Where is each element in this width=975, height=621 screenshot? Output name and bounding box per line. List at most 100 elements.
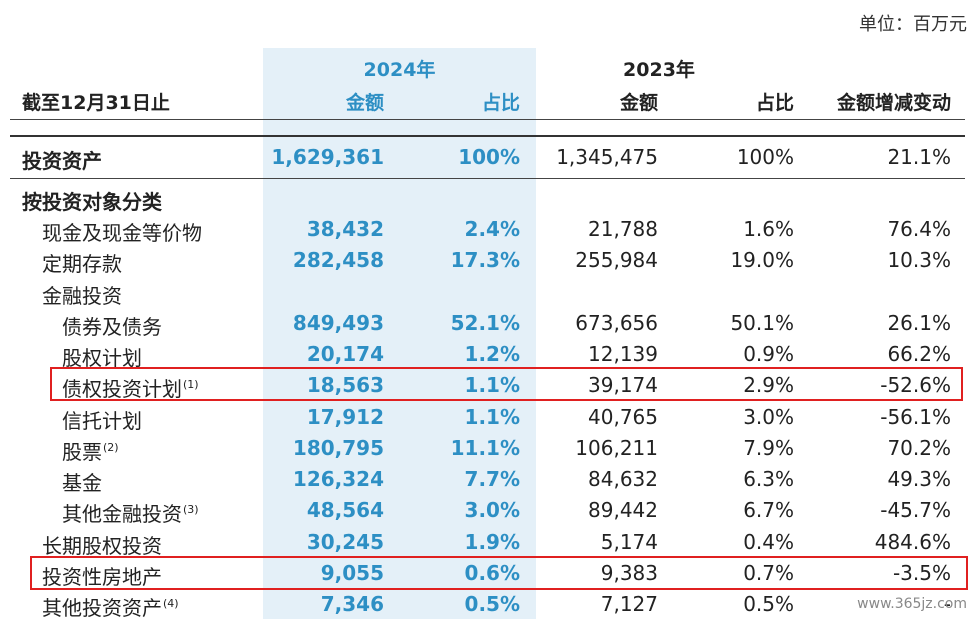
amount-2024-header: 金额: [345, 92, 384, 114]
row-label: 其他金融投资(3): [62, 502, 199, 526]
amount-2024-cell: 126,324: [292, 467, 384, 491]
table-top-rule: [10, 135, 965, 137]
table-row: 债券及债务 849,493 52.1% 673,656 50.1% 26.1%: [0, 307, 975, 339]
share-2024-cell: 17.3%: [450, 248, 520, 272]
table-row: 其他金融投资(3) 48,564 3.0% 89,442 6.7% -45.7%: [0, 494, 975, 526]
footnote-marker: (2): [103, 441, 119, 454]
row-label: 信托计划: [62, 409, 142, 433]
amount-2024-cell: 9,055: [320, 561, 384, 585]
amount-2023-cell: 12,139: [588, 342, 658, 366]
share-2023-cell: 2.9%: [743, 373, 794, 397]
share-2023-cell: 19.0%: [730, 248, 794, 272]
amount-2024-cell: 30,245: [306, 530, 384, 554]
table-row: 投资资产 1,629,361 100% 1,345,475 100% 21.1%: [0, 141, 975, 173]
row-label: 按投资对象分类: [22, 190, 162, 214]
amount-2023-cell: 89,442: [588, 498, 658, 522]
share-2023-cell: 0.5%: [743, 592, 794, 616]
table-row: 债权投资计划(1) 18,563 1.1% 39,174 2.9% -52.6%: [0, 369, 975, 401]
row-label: 金融投资: [42, 284, 122, 308]
row-label: 股票(2): [62, 440, 119, 464]
amount-2023-header: 金额: [619, 92, 658, 114]
table-row: 投资性房地产 9,055 0.6% 9,383 0.7% -3.5%: [0, 557, 975, 589]
share-2024-cell: 3.0%: [464, 498, 520, 522]
amount-2023-cell: 84,632: [588, 467, 658, 491]
watermark: www.365jz.com: [857, 596, 967, 612]
change-cell: -56.1%: [880, 405, 951, 429]
amount-2023-cell: 673,656: [575, 311, 658, 335]
share-2023-cell: 1.6%: [743, 217, 794, 241]
change-cell: 66.2%: [887, 342, 951, 366]
amount-2024-cell: 849,493: [292, 311, 384, 335]
share-2023-cell: 7.9%: [743, 436, 794, 460]
share-2024-cell: 1.1%: [464, 373, 520, 397]
change-cell: 484.6%: [874, 530, 951, 554]
change-cell: 76.4%: [887, 217, 951, 241]
total-rule: [10, 178, 965, 179]
amount-2023-cell: 40,765: [588, 405, 658, 429]
amount-2024-cell: 48,564: [306, 498, 384, 522]
amount-2023-cell: 5,174: [600, 530, 658, 554]
change-cell: -52.6%: [880, 373, 951, 397]
amount-2023-cell: 106,211: [575, 436, 658, 460]
header-rule: [10, 119, 965, 120]
share-2023-cell: 0.9%: [743, 342, 794, 366]
year-2023-header: 2023年: [623, 59, 695, 81]
share-2023-cell: 100%: [736, 145, 794, 169]
table-row: 按投资对象分类: [0, 182, 975, 214]
share-2024-cell: 11.1%: [450, 436, 520, 460]
amount-2024-cell: 20,174: [306, 342, 384, 366]
highlight-box-real-estate: [30, 556, 968, 590]
table-row: 信托计划 17,912 1.1% 40,765 3.0% -56.1%: [0, 401, 975, 433]
amount-2023-cell: 9,383: [600, 561, 658, 585]
share-2024-cell: 1.1%: [464, 405, 520, 429]
change-cell: 26.1%: [887, 311, 951, 335]
share-2023-cell: 0.4%: [743, 530, 794, 554]
change-cell: 10.3%: [887, 248, 951, 272]
share-2024-header: 占比: [481, 92, 520, 114]
table-row: 长期股权投资 30,245 1.9% 5,174 0.4% 484.6%: [0, 526, 975, 558]
amount-2023-cell: 1,345,475: [556, 145, 658, 169]
row-label: 股权计划: [62, 346, 142, 370]
row-label: 现金及现金等价物: [42, 221, 202, 245]
change-cell: -45.7%: [880, 498, 951, 522]
share-2024-cell: 7.7%: [464, 467, 520, 491]
table-row: 基金 126,324 7.7% 84,632 6.3% 49.3%: [0, 463, 975, 495]
change-cell: -: [943, 592, 951, 616]
share-2023-header: 占比: [755, 92, 794, 114]
share-2023-cell: 50.1%: [730, 311, 794, 335]
change-cell: 70.2%: [887, 436, 951, 460]
row-label: 定期存款: [42, 252, 122, 276]
share-2024-cell: 2.4%: [464, 217, 520, 241]
amount-2023-cell: 255,984: [575, 248, 658, 272]
amount-2024-cell: 1,629,361: [271, 145, 384, 169]
amount-2023-cell: 39,174: [588, 373, 658, 397]
highlight-2024-column: [263, 48, 536, 619]
share-2023-cell: 3.0%: [743, 405, 794, 429]
share-2024-cell: 0.5%: [464, 592, 520, 616]
amount-2023-cell: 7,127: [600, 592, 658, 616]
amount-2023-cell: 21,788: [588, 217, 658, 241]
amount-2024-cell: 18,563: [306, 373, 384, 397]
share-2023-cell: 6.3%: [743, 467, 794, 491]
row-label: 其他投资资产(4): [42, 596, 179, 620]
table-row: 股权计划 20,174 1.2% 12,139 0.9% 66.2%: [0, 338, 975, 370]
row-label: 债券及债务: [62, 315, 162, 339]
amount-2024-cell: 7,346: [320, 592, 384, 616]
table-row: 其他投资资产(4) 7,346 0.5% 7,127 0.5% -: [0, 588, 975, 620]
change-cell: 49.3%: [887, 467, 951, 491]
amount-2024-cell: 38,432: [306, 217, 384, 241]
unit-label: 单位：百万元: [859, 14, 967, 35]
footnote-marker: (4): [163, 597, 179, 610]
row-label: 长期股权投资: [42, 534, 162, 558]
share-2023-cell: 0.7%: [743, 561, 794, 585]
share-2024-cell: 0.6%: [464, 561, 520, 585]
row-label: 基金: [62, 471, 102, 495]
share-2023-cell: 6.7%: [743, 498, 794, 522]
table-row: 定期存款 282,458 17.3% 255,984 19.0% 10.3%: [0, 244, 975, 276]
share-2024-cell: 100%: [458, 145, 520, 169]
change-cell: -3.5%: [892, 561, 951, 585]
change-header: 金额增减变动: [836, 92, 951, 114]
amount-2024-cell: 17,912: [306, 405, 384, 429]
amount-2024-cell: 282,458: [292, 248, 384, 272]
highlight-box-debt-plan: [50, 367, 963, 401]
